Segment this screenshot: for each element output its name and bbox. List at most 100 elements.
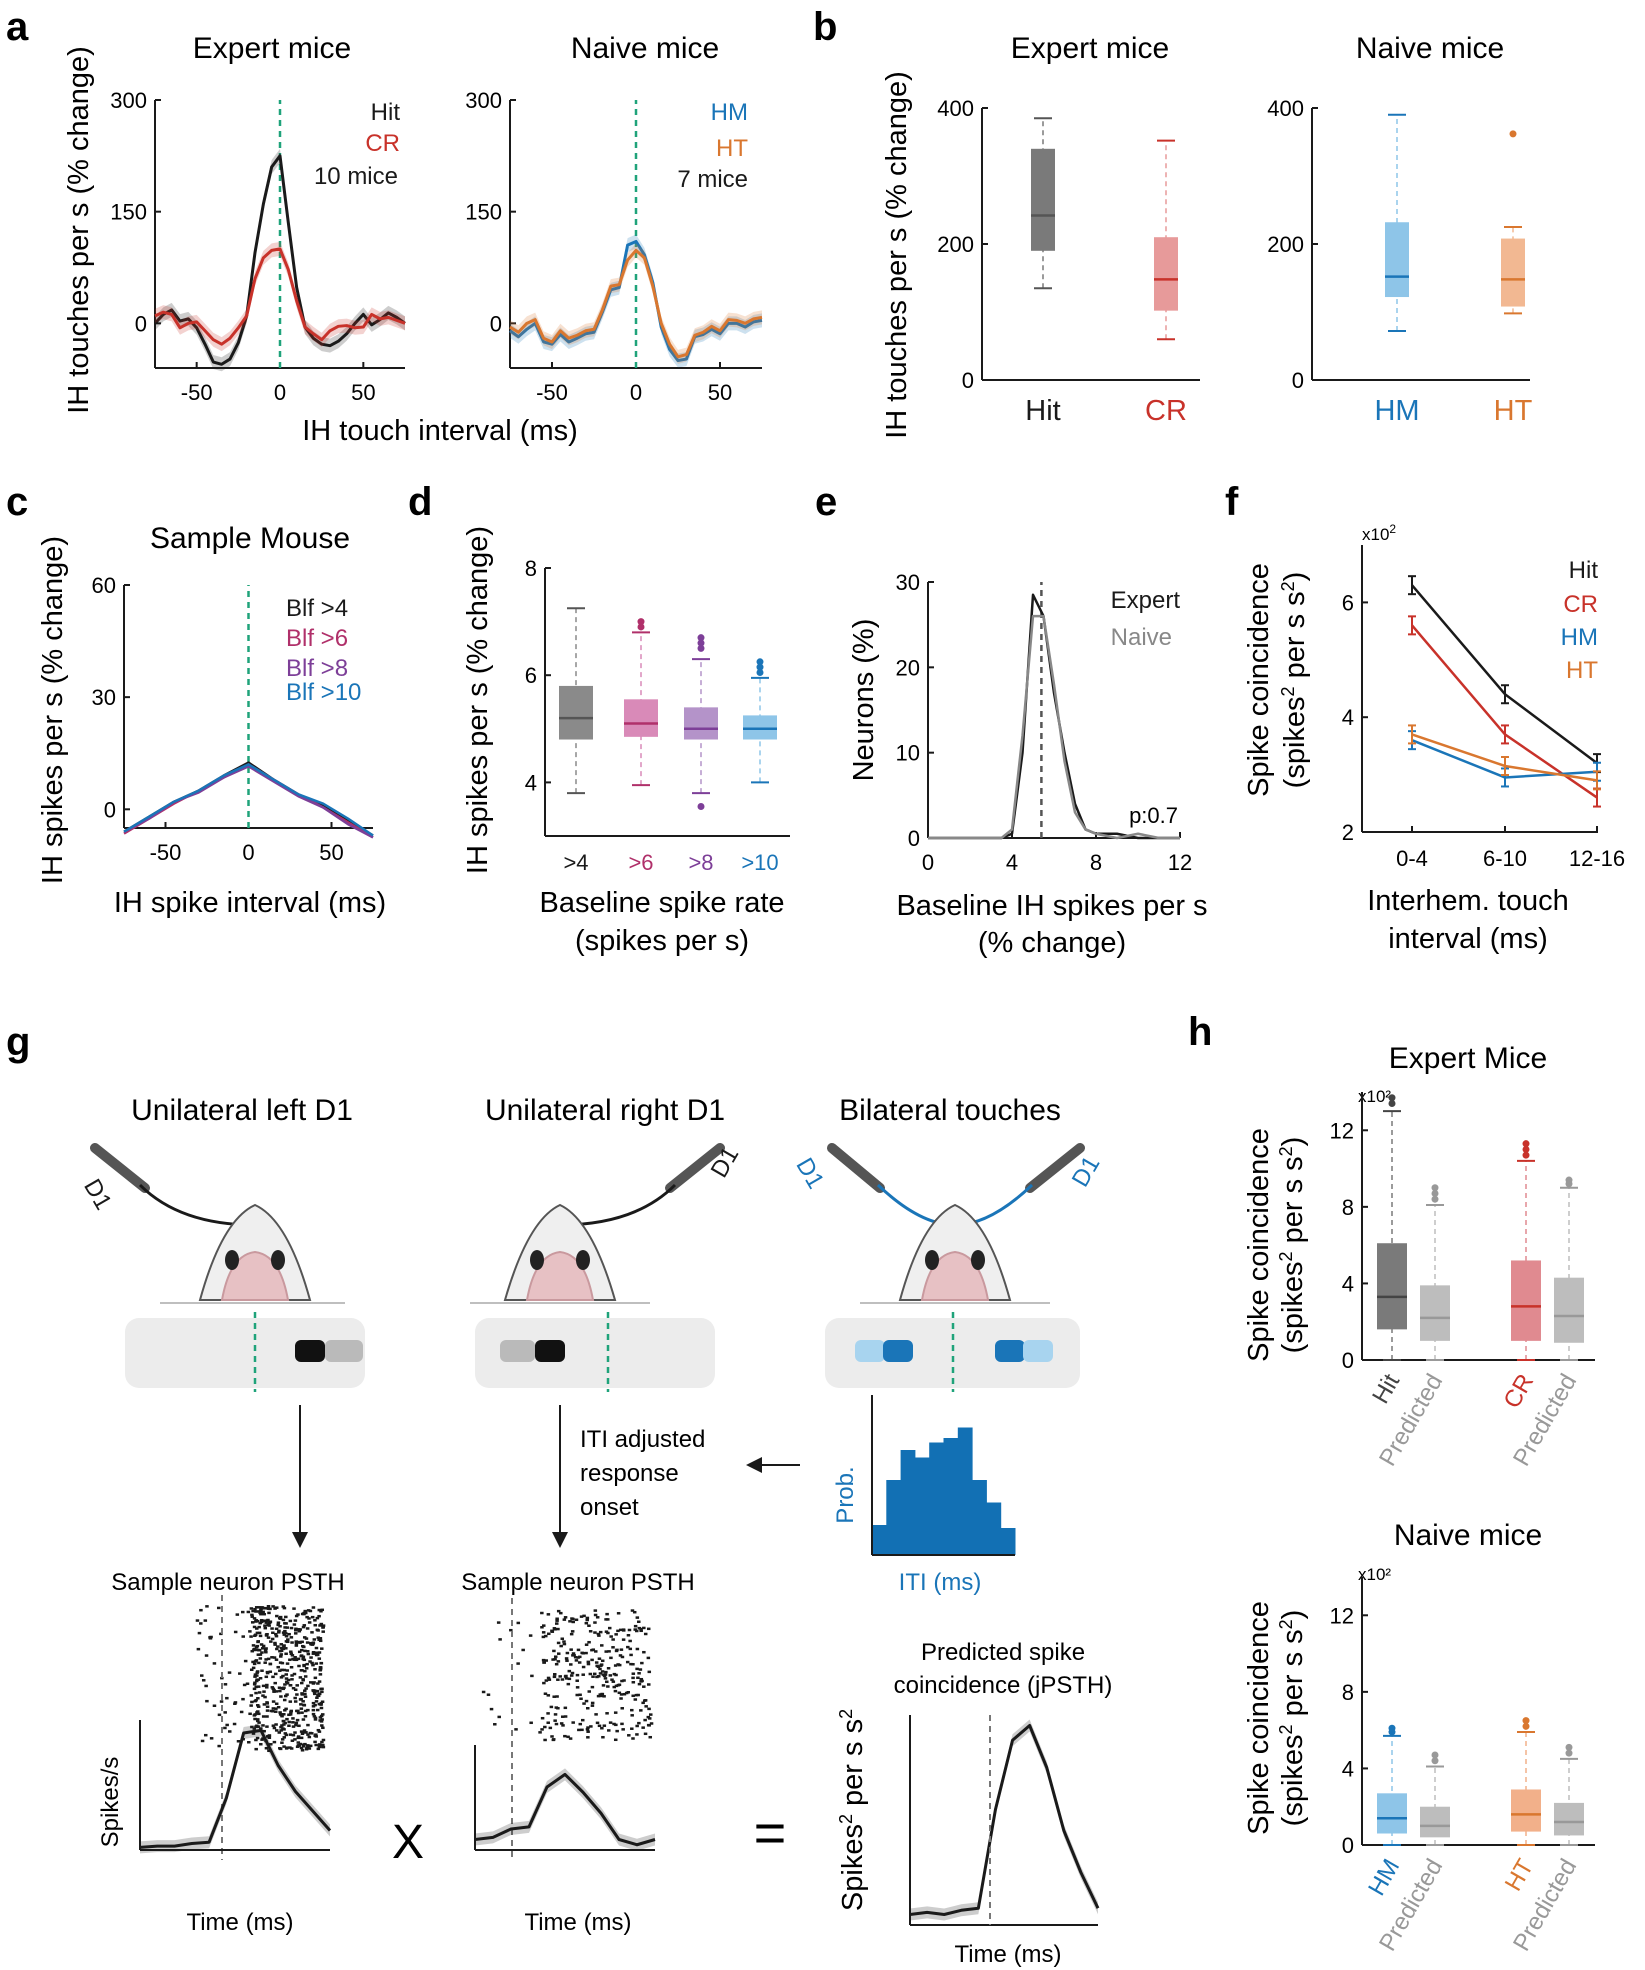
raster-spike xyxy=(246,1610,251,1614)
raster-spike xyxy=(278,1661,283,1664)
g-jpsth-plot xyxy=(909,1715,1100,1926)
raster-spike xyxy=(321,1630,325,1633)
raster-spike xyxy=(266,1636,271,1639)
raster-spike xyxy=(305,1662,309,1666)
raster-spike xyxy=(238,1672,242,1675)
raster-spike xyxy=(241,1635,245,1638)
c-legend-4: Blf >4 xyxy=(286,595,348,622)
raster-spike xyxy=(280,1724,284,1727)
y-tick-label: 10 xyxy=(896,741,920,766)
raster-spike xyxy=(566,1682,571,1686)
raster-spike xyxy=(261,1724,265,1727)
raster-spike xyxy=(314,1646,319,1650)
raster-spike xyxy=(257,1712,261,1716)
raster-spike xyxy=(203,1619,208,1622)
raster-spike xyxy=(629,1662,633,1666)
mouse-schematic-bilateral: D1 D1 xyxy=(790,1143,1106,1392)
raster-spike xyxy=(284,1707,288,1711)
f-multiplier: x102 xyxy=(1362,522,1396,544)
raster-spike xyxy=(311,1606,316,1609)
raster-spike xyxy=(647,1717,652,1720)
raster-spike xyxy=(256,1705,261,1708)
raster-spike xyxy=(312,1638,317,1641)
raster-spike xyxy=(596,1665,601,1669)
raster-spike xyxy=(550,1630,555,1633)
raster-spike xyxy=(255,1644,260,1648)
d1-barrel-icon xyxy=(295,1340,325,1362)
raster-spike xyxy=(602,1674,607,1678)
raster-spike xyxy=(633,1624,638,1628)
raster-spike xyxy=(612,1722,616,1726)
raster-spike xyxy=(303,1669,307,1673)
raster-spike xyxy=(227,1730,232,1733)
b-ylabel: IH touches per s (% change) xyxy=(881,71,913,439)
raster-spike xyxy=(595,1675,599,1679)
raster-spike xyxy=(283,1683,287,1686)
raster-spike xyxy=(274,1707,278,1710)
x-tick-label: -50 xyxy=(150,840,182,865)
e-annotation: p:0.7 xyxy=(1129,803,1178,828)
raster-spike xyxy=(317,1657,322,1660)
raster-spike xyxy=(273,1672,278,1676)
raster-spike xyxy=(262,1703,267,1706)
raster-spike xyxy=(277,1686,282,1689)
raster-spike xyxy=(195,1619,200,1622)
raster-spike xyxy=(277,1629,281,1633)
raster-spike xyxy=(291,1721,295,1724)
raster-spike xyxy=(250,1615,254,1618)
b-expert-plot: 0 200 400 Hit CR xyxy=(937,96,1200,427)
x-tick-label: 12-16 xyxy=(1569,846,1625,871)
box-cr xyxy=(1511,1260,1541,1341)
raster-spike xyxy=(296,1613,300,1616)
raster-spike xyxy=(620,1707,624,1710)
raster-spike xyxy=(546,1694,551,1697)
raster-spike xyxy=(219,1700,224,1703)
y-tick-label: 2 xyxy=(1342,820,1354,845)
raster-spike xyxy=(317,1745,322,1748)
raster-spike xyxy=(597,1634,601,1637)
raster-spike xyxy=(596,1632,601,1636)
raster-spike xyxy=(620,1679,624,1683)
raster-spike xyxy=(255,1648,259,1652)
raster-spike xyxy=(560,1637,565,1640)
raster-spike xyxy=(576,1648,581,1652)
raster-spike xyxy=(294,1644,299,1647)
raster-spike xyxy=(629,1653,633,1657)
x-tick-label: 50 xyxy=(351,380,375,405)
raster-spike xyxy=(637,1682,642,1686)
raster-spike xyxy=(284,1694,288,1698)
a-note-expert: 10 mice xyxy=(314,163,398,190)
y-tick-label: 0 xyxy=(104,797,116,822)
raster-spike xyxy=(259,1727,263,1730)
y-tick-label: 0 xyxy=(1342,1348,1354,1373)
raster-spike xyxy=(604,1618,608,1621)
raster-spike xyxy=(617,1683,622,1687)
raster-spike xyxy=(593,1621,597,1624)
raster-spike xyxy=(293,1738,297,1741)
g-prob-label: Prob. xyxy=(832,1466,859,1523)
raster-spike xyxy=(281,1618,286,1622)
gradient-icon xyxy=(1023,1340,1053,1362)
gradient-icon xyxy=(500,1340,535,1362)
raster-spike xyxy=(311,1712,316,1716)
raster-spike xyxy=(628,1647,633,1651)
raster-spike xyxy=(284,1733,289,1737)
arrow-head-icon xyxy=(292,1532,308,1548)
raster-spike xyxy=(262,1690,266,1693)
raster-spike xyxy=(585,1706,590,1710)
raster-spike xyxy=(290,1678,294,1681)
raster-spike xyxy=(251,1644,256,1647)
raster-spike xyxy=(569,1674,574,1677)
raster-spike xyxy=(546,1676,551,1680)
raster-spike xyxy=(607,1650,611,1653)
raster-spike xyxy=(303,1692,307,1696)
raster-spike xyxy=(300,1681,304,1685)
raster-spike xyxy=(280,1661,285,1665)
y-tick-label: 8 xyxy=(525,556,537,581)
raster-spike xyxy=(570,1630,575,1633)
g-psth-title-left: Sample neuron PSTH xyxy=(111,1569,344,1596)
raster-spike xyxy=(299,1746,304,1750)
c-xlabel: IH spike interval (ms) xyxy=(114,887,386,919)
raster-spike xyxy=(316,1682,320,1685)
psth-line xyxy=(139,1728,332,1849)
